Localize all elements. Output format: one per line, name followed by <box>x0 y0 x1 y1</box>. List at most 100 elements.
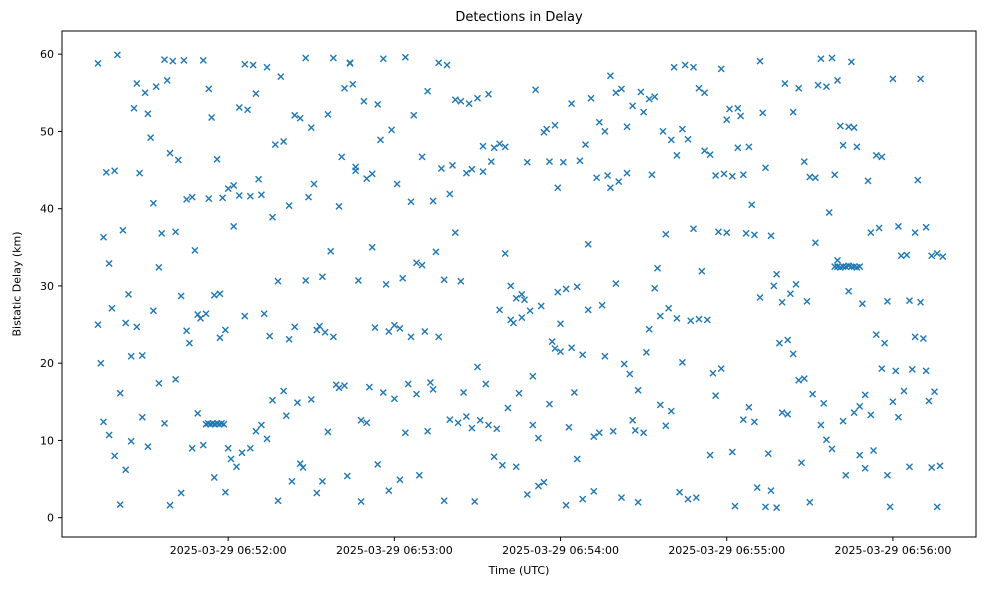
scatter-point <box>180 56 188 64</box>
scatter-point <box>692 494 700 502</box>
scatter-point <box>615 178 623 186</box>
scatter-point <box>230 222 238 230</box>
scatter-point <box>806 498 814 506</box>
scatter-point <box>933 503 941 511</box>
scatter-point <box>709 369 717 377</box>
scatter-point <box>374 460 382 468</box>
scatter-point <box>221 488 229 496</box>
scatter-point <box>221 326 229 334</box>
scatter-point <box>914 176 922 184</box>
scatter-point <box>138 352 146 359</box>
scatter-point <box>113 51 121 59</box>
scatter-point <box>518 290 526 298</box>
scatter-point <box>917 298 925 306</box>
scatter-point <box>620 360 628 368</box>
scatter-point <box>161 419 168 427</box>
scatter-point <box>839 263 847 271</box>
scatter-point <box>670 63 678 71</box>
scatter-point <box>487 158 495 166</box>
scatter-point <box>379 389 387 396</box>
scatter-point <box>623 169 631 177</box>
scatter-point <box>734 104 742 112</box>
scatter-point <box>828 54 836 62</box>
scatter-point <box>654 264 661 272</box>
scatter-point <box>316 322 324 330</box>
scatter-point <box>518 314 526 322</box>
scatter-point <box>640 429 648 437</box>
scatter-point <box>834 256 841 264</box>
scatter-point <box>213 155 221 163</box>
scatter-point <box>482 380 490 388</box>
scatter-point <box>410 111 418 119</box>
scatter-point <box>897 252 905 260</box>
scatter-point <box>507 282 515 290</box>
scatter-point <box>634 386 642 394</box>
scatter-point <box>457 97 465 105</box>
scatter-point <box>174 156 182 164</box>
scatter-point <box>778 409 786 417</box>
scatter-point <box>762 503 769 511</box>
scatter-point <box>764 450 772 458</box>
scatter-point <box>557 320 564 328</box>
scatter-point <box>595 118 603 126</box>
scatter-point <box>202 310 210 318</box>
scatter-point <box>357 498 365 505</box>
scatter-point <box>894 413 902 421</box>
scatter-point <box>365 383 373 391</box>
scatter-point <box>437 165 445 172</box>
scatter-point <box>767 232 775 240</box>
x-tick-label: 2025-03-29 06:55:00 <box>668 544 785 557</box>
scatter-point <box>759 109 767 117</box>
scatter-point <box>584 240 592 248</box>
scatter-point <box>271 141 279 149</box>
scatter-point <box>723 229 731 237</box>
scatter-point <box>532 86 540 94</box>
scatter-point <box>468 424 476 432</box>
scatter-point <box>706 451 714 459</box>
scatter-point <box>390 395 398 403</box>
scatter-point <box>224 185 232 193</box>
scatter-point <box>900 387 908 395</box>
scatter-point <box>847 58 855 66</box>
y-tick-label: 30 <box>40 280 54 293</box>
scatter-point <box>166 501 174 509</box>
scatter-point <box>742 229 750 237</box>
scatter-point <box>471 498 479 505</box>
scatter-point <box>678 125 686 133</box>
scatter-point <box>454 419 462 427</box>
scatter-point <box>426 379 434 386</box>
scatter-point <box>485 421 492 429</box>
scatter-point <box>496 306 504 314</box>
scatter-point <box>105 431 113 439</box>
scatter-point <box>429 197 437 205</box>
scatter-point <box>335 384 343 392</box>
scatter-point <box>185 339 193 347</box>
scatter-point <box>318 273 326 281</box>
scatter-point <box>936 462 944 470</box>
scatter-point <box>551 121 559 129</box>
scatter-point <box>100 418 107 426</box>
scatter-point <box>939 253 947 261</box>
scatter-point <box>291 111 299 119</box>
scatter-point <box>825 209 833 216</box>
scatter-point <box>795 376 803 384</box>
scatter-point <box>640 108 648 116</box>
scatter-point <box>717 365 725 373</box>
scatter-point <box>773 270 781 278</box>
scatter-point <box>811 239 819 247</box>
scatter-point <box>163 76 171 84</box>
scatter-point <box>529 372 537 380</box>
scatter-point <box>122 319 130 327</box>
scatter-point <box>349 80 357 88</box>
scatter-point <box>911 333 919 341</box>
scatter-point <box>889 75 897 83</box>
scatter-point <box>828 445 836 453</box>
scatter-point <box>125 290 132 298</box>
scatter-point <box>216 290 224 298</box>
scatter-point <box>130 104 138 112</box>
scatter-point <box>288 477 296 485</box>
scatter-point <box>593 174 601 182</box>
scatter-point <box>102 168 110 176</box>
scatter-point <box>847 263 855 271</box>
scatter-point <box>717 65 725 73</box>
